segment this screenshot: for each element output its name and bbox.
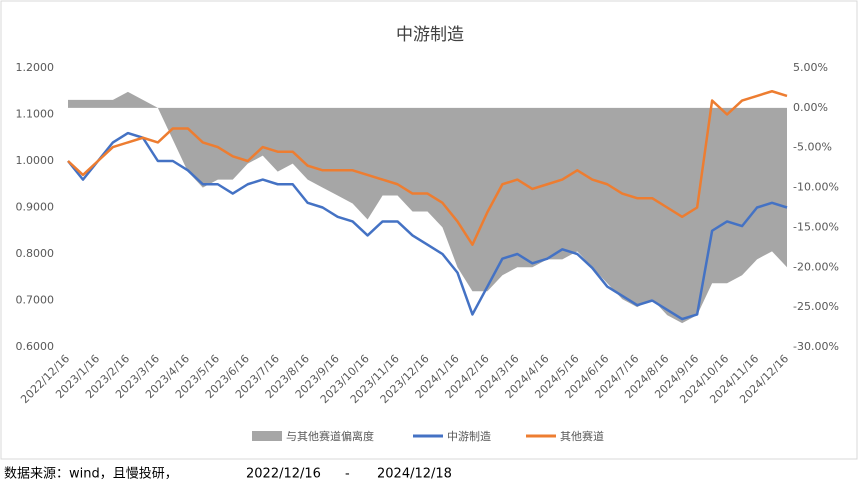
legend-item: 中游制造: [413, 429, 491, 443]
y2-tick-label: -15.00%: [793, 220, 839, 233]
footer-end: 2024/12/18: [377, 467, 452, 482]
y2-tick-label: 5.00%: [793, 61, 828, 74]
legend-swatch: [252, 431, 282, 441]
legend-label: 其他赛道: [560, 429, 604, 443]
y2-tick-label: -20.00%: [793, 260, 839, 273]
y-tick-label: 1.0000: [16, 154, 55, 167]
deviation-area: [68, 91, 787, 324]
y-tick-label: 1.2000: [16, 61, 55, 74]
footer-source: 数据来源：wind，且慢投研，: [4, 466, 178, 482]
y-tick-label: 0.8000: [16, 247, 55, 260]
y2-tick-label: -25.00%: [793, 300, 839, 313]
legend-item: 与其他赛道偏离度: [252, 429, 374, 443]
y2-tick-label: -10.00%: [793, 181, 839, 194]
y-tick-label: 1.1000: [16, 108, 55, 121]
footer-separator: -: [345, 467, 350, 482]
chart-title: 中游制造: [396, 25, 464, 45]
y-tick-label: 0.6000: [16, 340, 55, 353]
y2-tick-label: -5.00%: [793, 141, 832, 154]
footer-start: 2022/12/16: [246, 467, 321, 482]
line-series: [67, 90, 788, 246]
legend-item: 其他赛道: [526, 429, 604, 443]
legend-label: 与其他赛道偏离度: [286, 429, 374, 443]
y-tick-label: 0.9000: [16, 201, 55, 214]
legend-label: 中游制造: [447, 429, 491, 443]
y2-tick-label: 0.00%: [793, 101, 828, 114]
line-series: [67, 131, 788, 321]
y-tick-label: 0.7000: [16, 294, 55, 307]
y2-tick-label: -30.00%: [793, 340, 839, 353]
